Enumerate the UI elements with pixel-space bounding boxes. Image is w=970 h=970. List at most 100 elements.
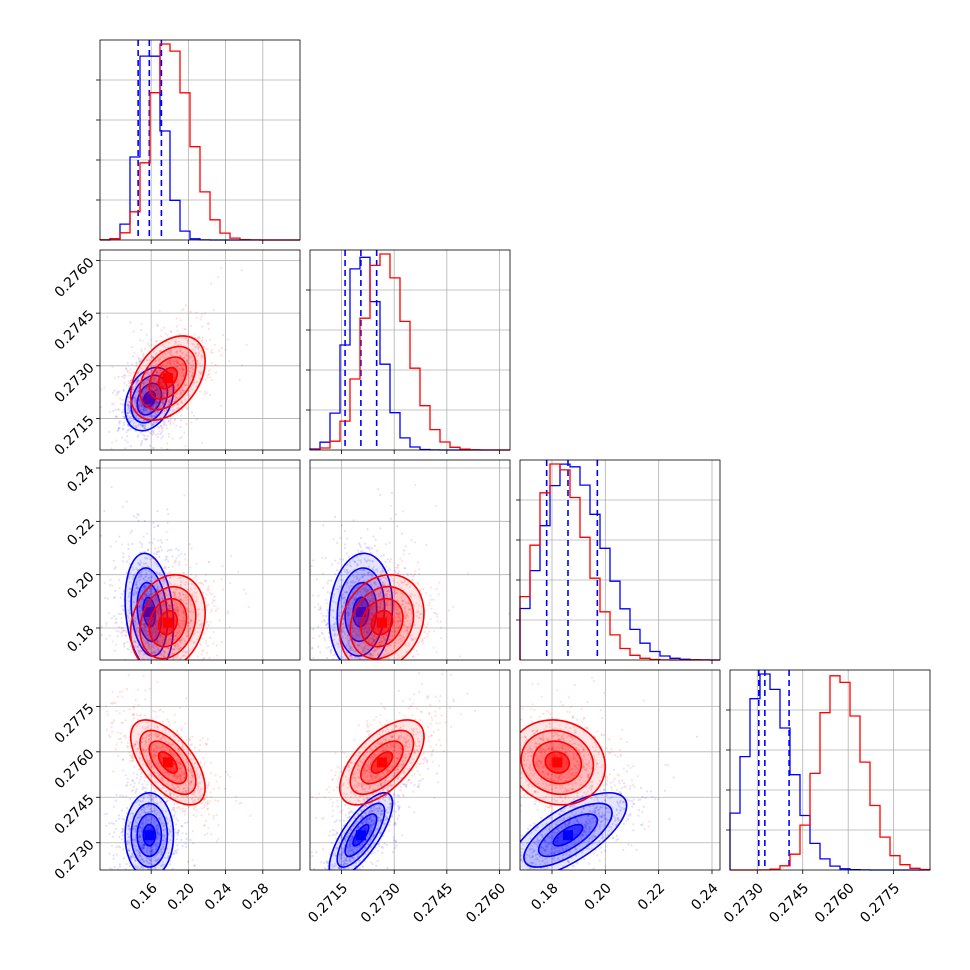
- scatter-point: [425, 543, 428, 547]
- scatter-point: [163, 636, 166, 639]
- scatter-point: [153, 410, 156, 413]
- scatter-point: [178, 340, 181, 343]
- scatter-point: [178, 692, 180, 694]
- scatter-point: [151, 386, 155, 389]
- scatter-point: [156, 702, 158, 704]
- scatter-point: [176, 357, 179, 360]
- scatter-point: [129, 612, 132, 615]
- scatter-point: [195, 575, 198, 578]
- scatter-point: [128, 600, 131, 603]
- scatter-point: [350, 662, 352, 664]
- scatter-point: [155, 410, 158, 413]
- scatter-point: [150, 431, 153, 434]
- scatter-point: [203, 632, 206, 635]
- scatter-point: [121, 403, 125, 406]
- scatter-point: [156, 388, 159, 391]
- scatter-point: [129, 420, 132, 424]
- scatter-point: [167, 391, 170, 394]
- scatter-point: [154, 379, 157, 383]
- scatter-point: [182, 616, 185, 619]
- scatter-point: [322, 586, 325, 589]
- scatter-point: [182, 374, 185, 377]
- scatter-point: [152, 432, 155, 435]
- scatter-point: [359, 537, 363, 540]
- scatter-point: [125, 384, 128, 387]
- scatter-point: [355, 694, 357, 696]
- scatter-point: [192, 372, 195, 375]
- scatter-point: [325, 615, 328, 618]
- scatter-point: [153, 676, 155, 678]
- scatter-point: [122, 589, 125, 593]
- scatter-point: [168, 359, 171, 362]
- scatter-point: [165, 530, 168, 533]
- scatter-point: [156, 372, 159, 375]
- scatter-point: [97, 435, 99, 437]
- scatter-point: [146, 556, 149, 560]
- scatter-point: [144, 586, 147, 590]
- scatter-point: [156, 401, 159, 404]
- scatter-point: [180, 389, 183, 392]
- scatter-point: [130, 379, 133, 382]
- scatter-point: [143, 587, 146, 590]
- scatter-point: [141, 628, 144, 631]
- scatter-point: [175, 631, 178, 634]
- scatter-point: [213, 604, 216, 608]
- scatter-point: [197, 353, 200, 356]
- scatter-point: [339, 536, 342, 540]
- scatter-point: [128, 558, 131, 561]
- scatter-point: [207, 373, 211, 376]
- scatter-point: [131, 363, 134, 366]
- scatter-point: [363, 661, 365, 663]
- scatter-point: [152, 386, 155, 389]
- scatter-point: [154, 599, 157, 602]
- scatter-point: [179, 598, 182, 601]
- scatter-point: [336, 634, 339, 637]
- scatter-point: [359, 698, 361, 700]
- scatter-point: [136, 587, 140, 590]
- scatter-point: [137, 400, 140, 403]
- scatter-point: [165, 677, 167, 679]
- scatter-point: [161, 605, 165, 608]
- scatter-point: [398, 662, 400, 664]
- scatter-point: [159, 433, 162, 436]
- scatter-point: [135, 628, 138, 631]
- scatter-point: [161, 364, 164, 367]
- scatter-point: [144, 429, 147, 432]
- scatter-point: [139, 423, 142, 426]
- scatter-point: [195, 346, 198, 349]
- scatter-point: [113, 567, 116, 570]
- scatter-point: [182, 372, 185, 375]
- scatter-point: [147, 396, 150, 399]
- scatter-point: [181, 367, 184, 371]
- scatter-point: [123, 402, 126, 405]
- scatter-point: [311, 647, 314, 650]
- scatter-point: [106, 315, 109, 318]
- scatter-point: [364, 684, 366, 686]
- scatter-point: [178, 647, 181, 651]
- scatter-point: [326, 609, 329, 612]
- scatter-point: [179, 363, 182, 366]
- scatter-point: [197, 343, 200, 346]
- scatter-point: [162, 363, 165, 366]
- scatter-point: [168, 576, 171, 579]
- scatter-point: [157, 395, 160, 398]
- scatter-point: [137, 588, 140, 591]
- scatter-point: [152, 382, 155, 385]
- scatter-point: [140, 403, 143, 407]
- scatter-point: [147, 658, 150, 660]
- scatter-point: [132, 401, 135, 404]
- scatter-point: [196, 346, 200, 349]
- scatter-point: [370, 667, 372, 669]
- y-tick-label: 0.24: [64, 462, 97, 495]
- scatter-point: [174, 418, 177, 421]
- scatter-point: [154, 664, 156, 666]
- scatter-point: [162, 422, 165, 425]
- scatter-point: [155, 401, 158, 404]
- scatter-point: [175, 557, 178, 560]
- scatter-point: [360, 662, 362, 664]
- scatter-point: [187, 374, 190, 377]
- scatter-point: [159, 369, 162, 372]
- scatter-point: [182, 612, 185, 615]
- scatter-point: [139, 561, 142, 564]
- scatter-point: [132, 398, 135, 401]
